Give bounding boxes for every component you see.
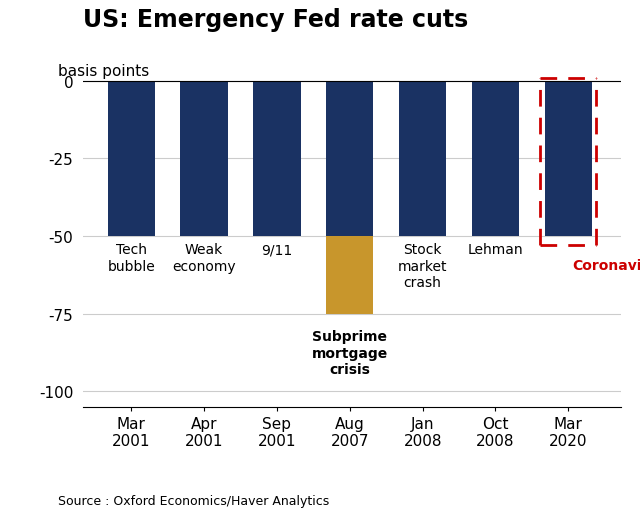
Text: Coronavirus: Coronavirus xyxy=(572,259,640,272)
Text: Weak
economy: Weak economy xyxy=(172,243,236,273)
Bar xyxy=(326,237,374,314)
Text: 9/11: 9/11 xyxy=(261,243,292,257)
Text: US: Emergency Fed rate cuts: US: Emergency Fed rate cuts xyxy=(83,8,468,33)
Bar xyxy=(108,81,155,237)
Text: basis points: basis points xyxy=(58,64,149,79)
Text: Tech
bubble: Tech bubble xyxy=(108,243,155,273)
Text: Stock
market
crash: Stock market crash xyxy=(398,243,447,289)
Bar xyxy=(326,81,374,237)
Text: Source : Oxford Economics/Haver Analytics: Source : Oxford Economics/Haver Analytic… xyxy=(58,494,329,507)
Bar xyxy=(545,81,592,237)
Bar xyxy=(399,81,446,237)
Bar xyxy=(180,81,228,237)
Text: Lehman: Lehman xyxy=(468,243,524,257)
Text: Subprime
mortgage
crisis: Subprime mortgage crisis xyxy=(312,330,388,376)
Bar xyxy=(472,81,519,237)
Bar xyxy=(253,81,301,237)
